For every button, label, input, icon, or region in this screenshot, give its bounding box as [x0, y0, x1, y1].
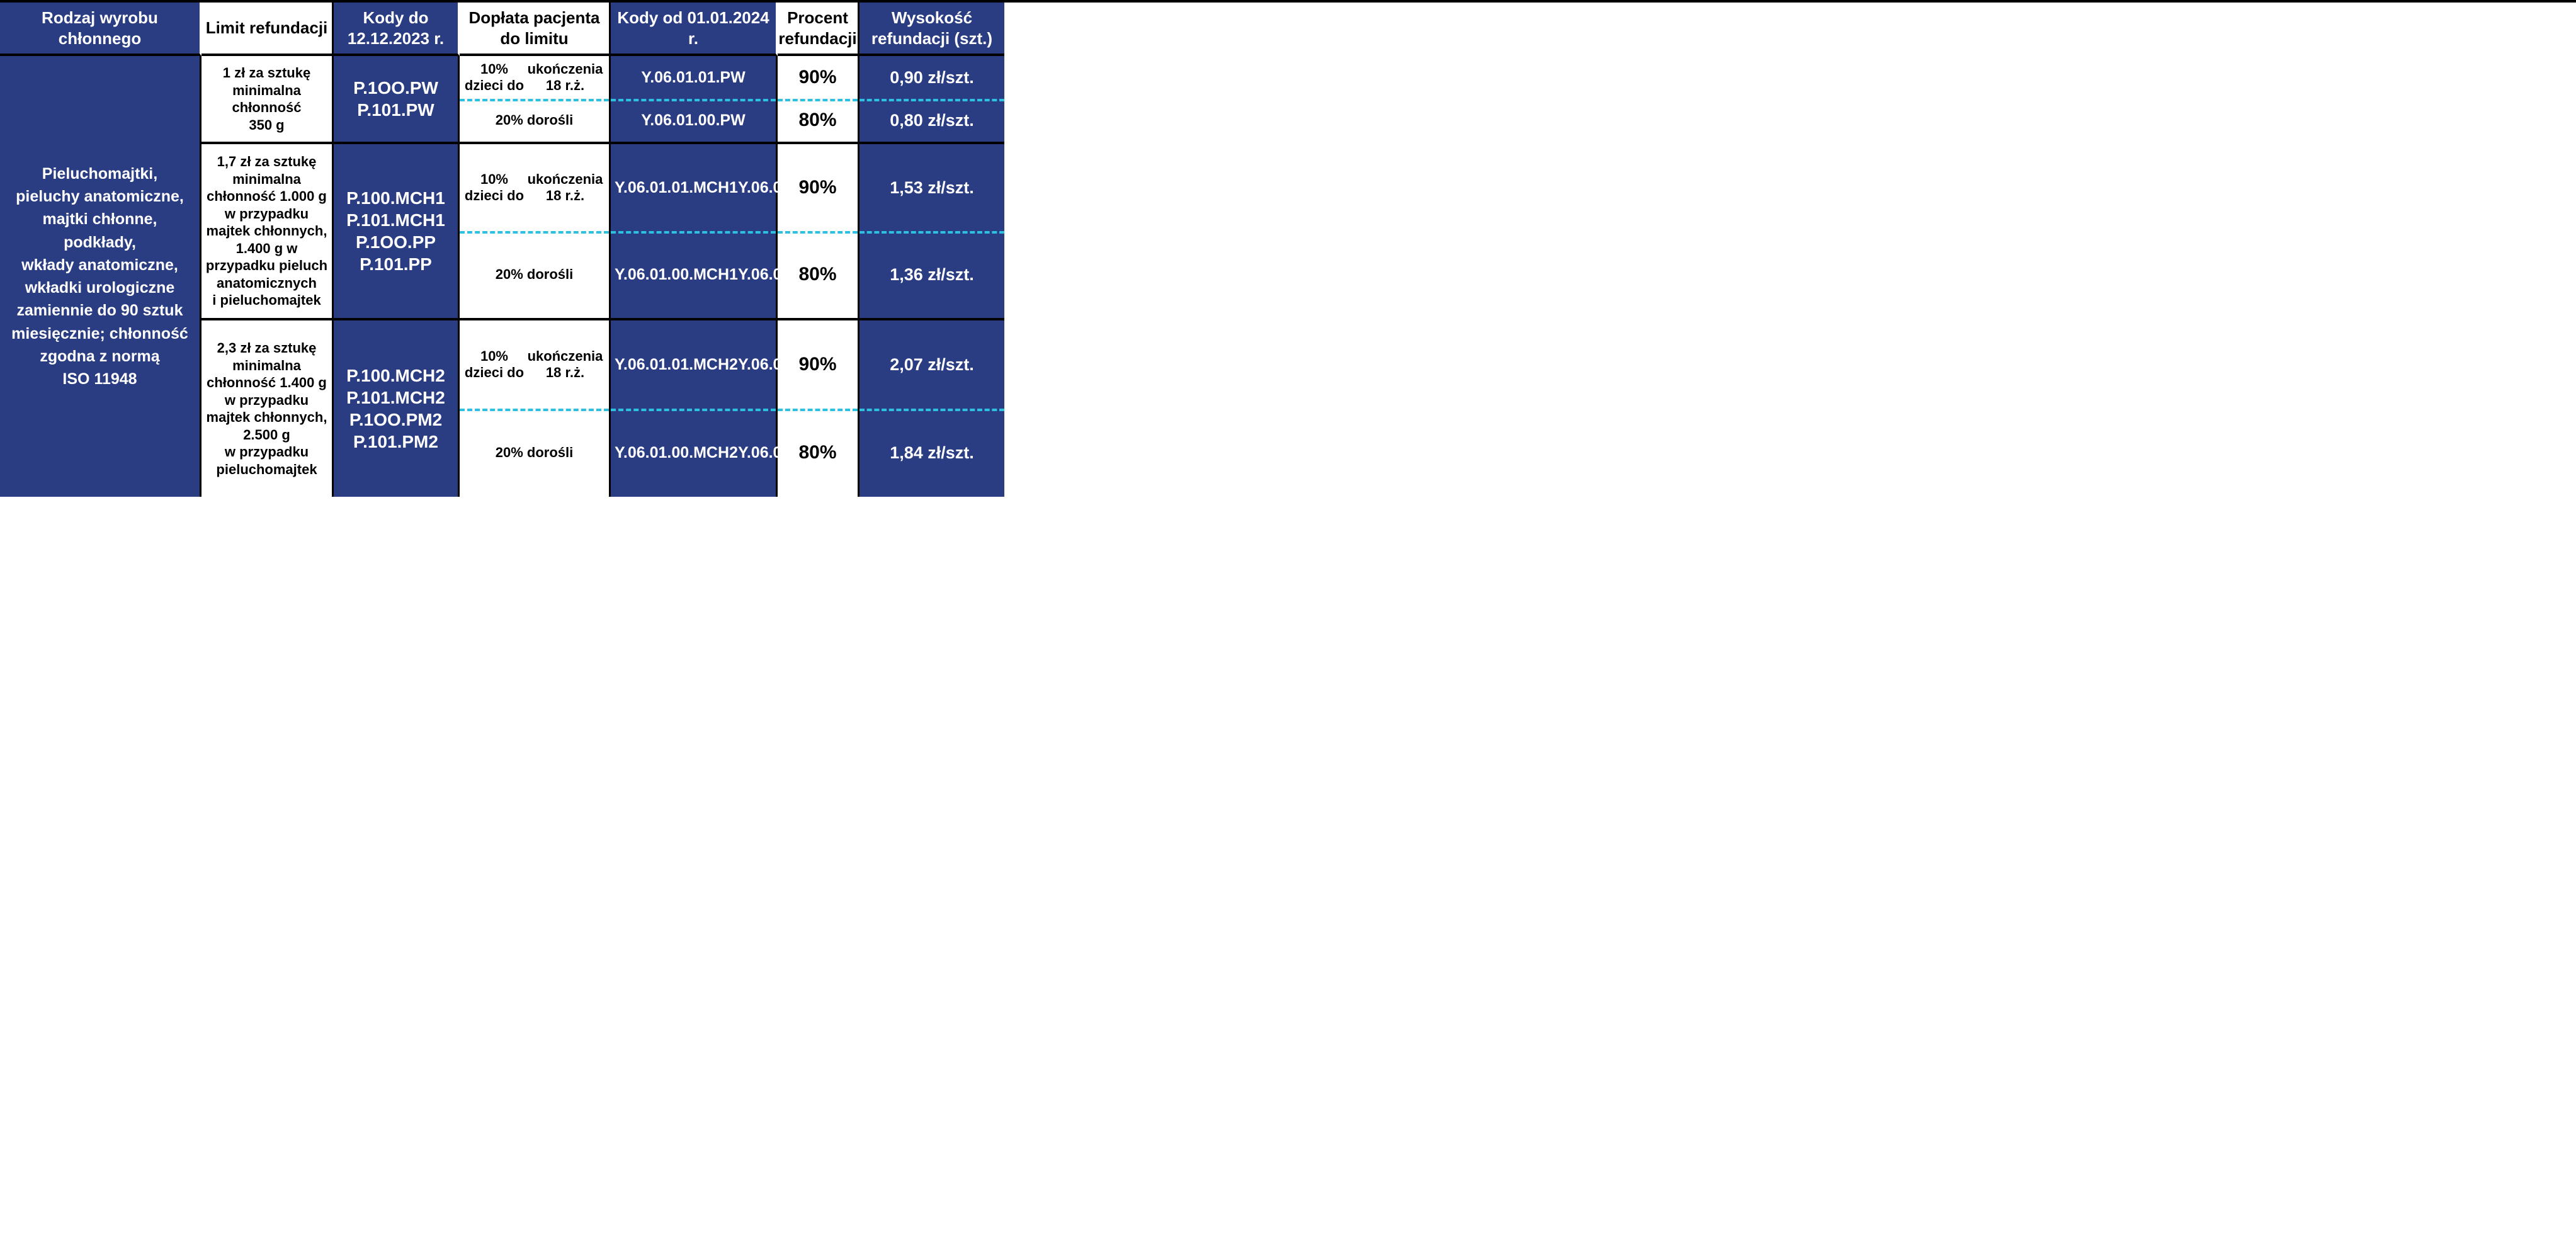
doplata-adult: 20% dorośli	[460, 409, 609, 497]
header-doplata: Dopłata pacjenta do limitu	[460, 3, 611, 56]
header-wysokosc: Wysokość refundacji (szt.)	[860, 3, 1004, 56]
doplata-col: 10% dzieci doukończenia 18 r.ż. 20% doro…	[460, 56, 611, 144]
header-kody-od: Kody od 01.01.2024 r.	[611, 3, 778, 56]
doplata-col: 10% dzieci doukończenia 18 r.ż. 20% doro…	[460, 320, 611, 497]
kody-od-col: Y.06.01.01.PW Y.06.01.00.PW	[611, 56, 778, 144]
limit-cell: 1,7 zł za sztukęminimalnachłonność 1.000…	[201, 144, 334, 320]
wysokosc-col: 0,90 zł/szt. 0,80 zł/szt.	[860, 56, 1004, 144]
kody-do-cell: P.1OO.PWP.101.PW	[334, 56, 460, 144]
doplata-adult: 20% dorośli	[460, 231, 609, 318]
header-kody-do: Kody do 12.12.2023 r.	[334, 3, 460, 56]
refund-table: Rodzaj wyrobu chłonnego Limit refundacji…	[0, 0, 2576, 497]
kody-od-adult: Y.06.01.00.PW	[611, 99, 776, 142]
rodzaj-cell: Pieluchomajtki,pieluchy anatomiczne,majt…	[0, 56, 201, 497]
doplata-child: 10% dzieci doukończenia 18 r.ż.	[460, 320, 609, 409]
kody-do-cell: P.100.MCH2P.101.MCH2P.1OO.PM2P.101.PM2	[334, 320, 460, 497]
header-procent: Procent refundacji	[778, 3, 860, 56]
limit-cell: 1 zł za sztukęminimalnachłonność350 g	[201, 56, 334, 144]
doplata-child: 10% dzieci doukończenia 18 r.ż.	[460, 56, 609, 99]
wysokosc-adult: 1,84 zł/szt.	[860, 409, 1004, 497]
procent-col: 90% 80%	[778, 320, 860, 497]
procent-child: 90%	[778, 144, 858, 231]
doplata-col: 10% dzieci doukończenia 18 r.ż. 20% doro…	[460, 144, 611, 320]
doplata-adult: 20% dorośli	[460, 99, 609, 142]
wysokosc-child: 0,90 zł/szt.	[860, 56, 1004, 99]
kody-od-child: Y.06.01.01.PW	[611, 56, 776, 99]
procent-child: 90%	[778, 320, 858, 409]
wysokosc-child: 2,07 zł/szt.	[860, 320, 1004, 409]
wysokosc-child: 1,53 zł/szt.	[860, 144, 1004, 231]
procent-adult: 80%	[778, 99, 858, 142]
procent-col: 90% 80%	[778, 144, 860, 320]
wysokosc-col: 2,07 zł/szt. 1,84 zł/szt.	[860, 320, 1004, 497]
header-limit: Limit refundacji	[201, 3, 334, 56]
doplata-child: 10% dzieci doukończenia 18 r.ż.	[460, 144, 609, 231]
limit-cell: 2,3 zł za sztukęminimalnachłonność 1.400…	[201, 320, 334, 497]
wysokosc-adult: 0,80 zł/szt.	[860, 99, 1004, 142]
procent-adult: 80%	[778, 409, 858, 497]
kody-od-col: Y.06.01.01.MCH2Y.06.01.01.PM2 Y.06.01.00…	[611, 320, 778, 497]
procent-col: 90% 80%	[778, 56, 860, 144]
kody-od-col: Y.06.01.01.MCH1Y.06.01.01.PP Y.06.01.00.…	[611, 144, 778, 320]
procent-adult: 80%	[778, 231, 858, 318]
procent-child: 90%	[778, 56, 858, 99]
header-rodzaj: Rodzaj wyrobu chłonnego	[0, 3, 201, 56]
wysokosc-adult: 1,36 zł/szt.	[860, 231, 1004, 318]
kody-do-cell: P.100.MCH1P.101.MCH1P.1OO.PPP.101.PP	[334, 144, 460, 320]
wysokosc-col: 1,53 zł/szt. 1,36 zł/szt.	[860, 144, 1004, 320]
